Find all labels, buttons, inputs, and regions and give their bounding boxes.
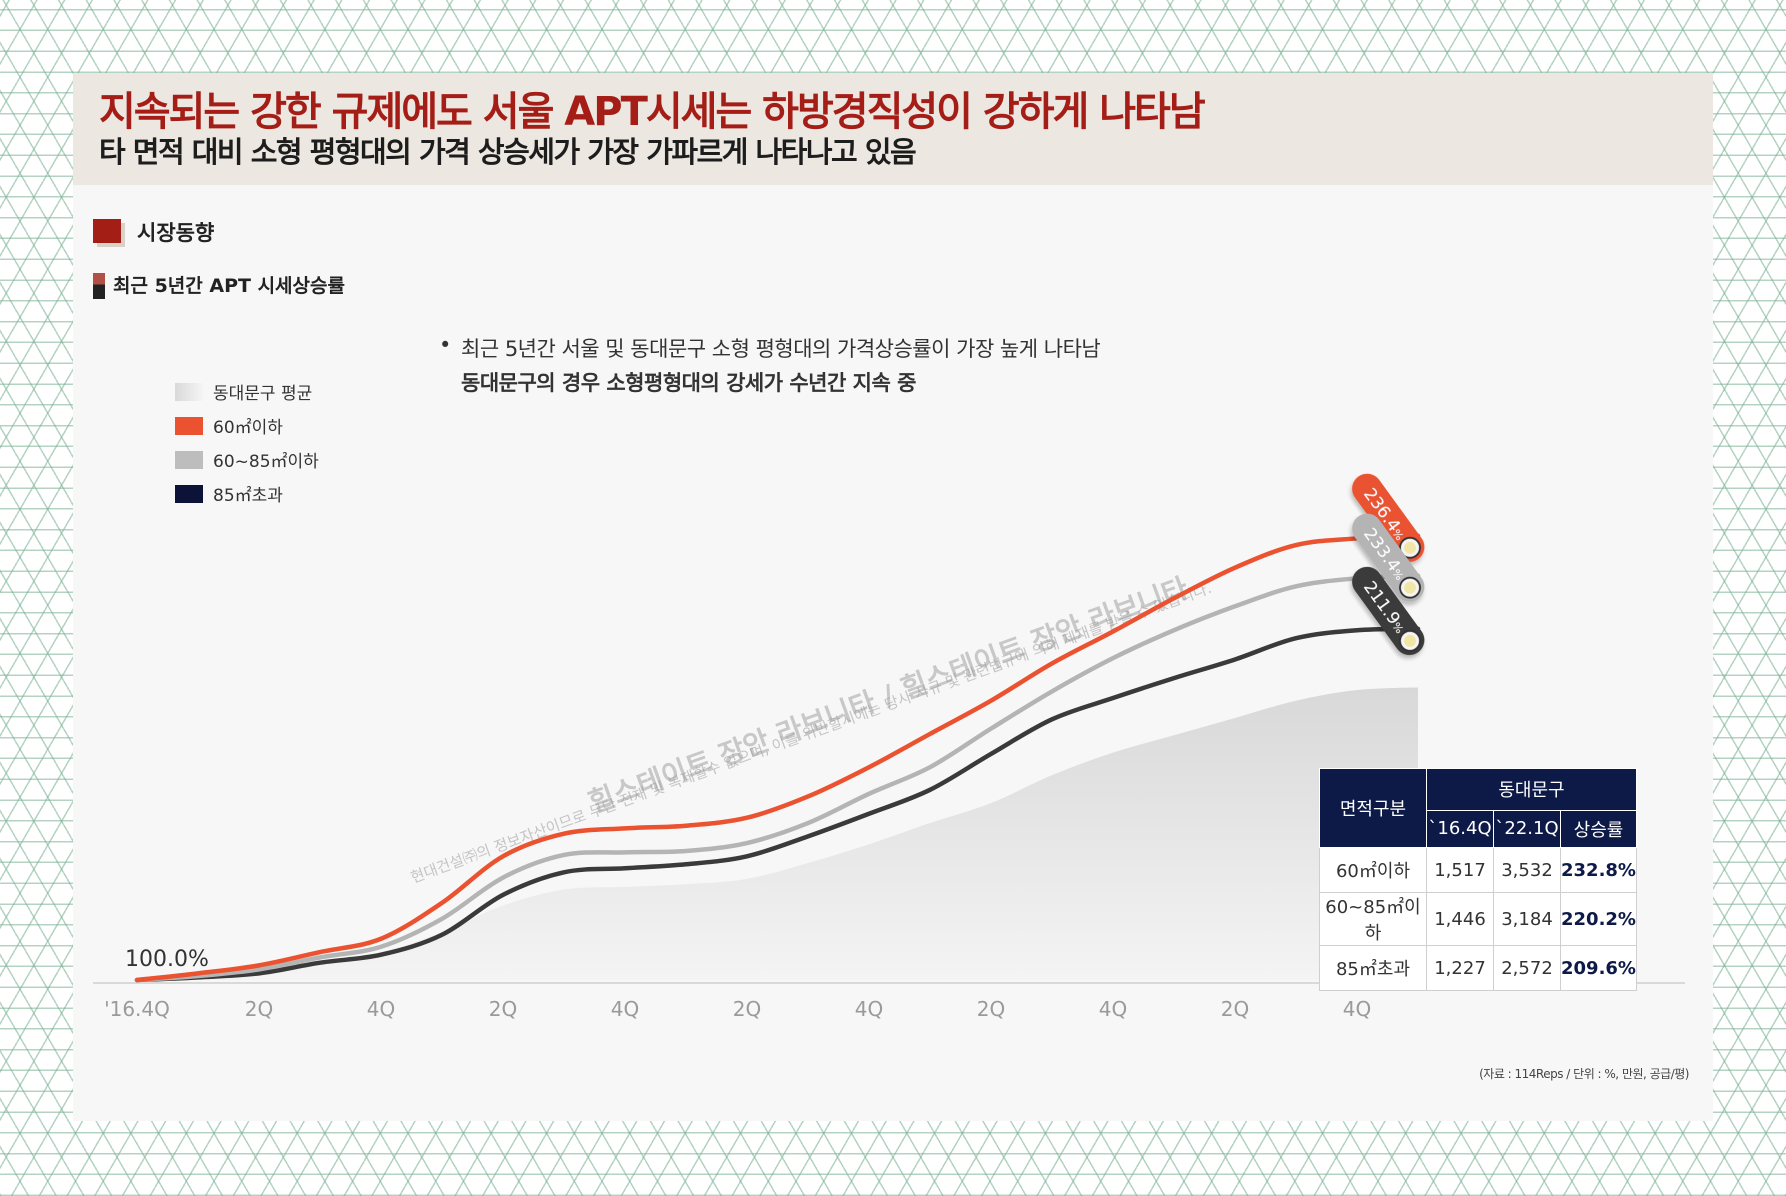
price-table: 면적구분 동대문구 `16.4Q `22.1Q 상승률 60㎡이하 1,517 …	[1319, 768, 1637, 991]
table-cell-value-1: 1,227	[1426, 945, 1494, 991]
legend-label-60-85: 60~85㎡이하	[213, 452, 319, 472]
source-note: (자료 : 114Reps / 단위 : %, 만원, 공급/평)	[1479, 1067, 1689, 1081]
section-title: 시장동향	[137, 221, 215, 245]
page-title: 지속되는 강한 규제에도 서울 APT시세는 하방경직성이 강하게 나타남	[99, 89, 1206, 135]
table-cell-rate: 209.6%	[1560, 945, 1637, 991]
x-tick-label: 4Q	[1099, 997, 1127, 1021]
series-area-average	[137, 687, 1418, 980]
table-row: 60~85㎡이하 1,446 3,184 220.2%	[1319, 892, 1637, 946]
legend-swatch-60-85	[175, 451, 203, 469]
x-tick-label: 2Q	[733, 997, 761, 1021]
series-line-60	[134, 533, 1421, 983]
x-tick-label: 4Q	[1343, 997, 1371, 1021]
legend-swatch-85	[175, 485, 203, 503]
note-line-1: • 최근 5년간 서울 및 동대문구 소형 평형대의 가격상승률이 가장 높게 …	[439, 333, 1101, 363]
note-line-2: 동대문구의 경우 소형평형대의 강세가 수년간 지속 중	[461, 371, 916, 395]
series-line-60-85	[134, 573, 1421, 983]
table-cell-rate: 232.8%	[1560, 847, 1637, 893]
table-header-group: 동대문구	[1426, 768, 1637, 811]
note-line-1-text: 최근 5년간 서울 및 동대문구 소형 평형대의 가격상승률이 가장 높게 나타…	[461, 337, 1101, 361]
content-panel: 지속되는 강한 규제에도 서울 APT시세는 하방경직성이 강하게 나타남 타 …	[73, 73, 1713, 1121]
chart-note: • 최근 5년간 서울 및 동대문구 소형 평형대의 가격상승률이 가장 높게 …	[439, 333, 1101, 397]
table-cell-value-2: 2,572	[1493, 945, 1561, 991]
header-banner: 지속되는 강한 규제에도 서울 APT시세는 하방경직성이 강하게 나타남 타 …	[73, 73, 1713, 185]
legend-label-85: 85㎡초과	[213, 486, 283, 506]
section-square-icon	[93, 219, 121, 243]
table-row-label: 60~85㎡이하	[1319, 892, 1427, 946]
table-row: 85㎡초과 1,227 2,572 209.6%	[1319, 945, 1637, 991]
subsection-bar-icon	[93, 273, 105, 299]
legend-label-average: 동대문구 평균	[213, 384, 313, 404]
table-header-col-3: 상승률	[1560, 809, 1637, 849]
x-tick-label: 4Q	[611, 997, 639, 1021]
table-cell-value-1: 1,517	[1426, 847, 1494, 893]
x-tick-label: 2Q	[1221, 997, 1249, 1021]
table-cell-value-2: 3,532	[1493, 847, 1561, 893]
table-cell-value-2: 3,184	[1493, 892, 1561, 946]
table-cell-rate: 220.2%	[1560, 892, 1637, 946]
page-subtitle: 타 면적 대비 소형 평형대의 가격 상승세가 가장 가파르게 나타나고 있음	[99, 135, 917, 169]
legend-label-60: 60㎡이하	[213, 418, 283, 438]
subsection-title: 최근 5년간 APT 시세상승률	[113, 275, 345, 297]
x-tick-label: 2Q	[977, 997, 1005, 1021]
x-tick-label: 4Q	[367, 997, 395, 1021]
legend-swatch-average	[175, 383, 203, 401]
bullet-icon: •	[439, 333, 451, 357]
x-tick-label: 2Q	[489, 997, 517, 1021]
table-header-col-2: `22.1Q	[1493, 809, 1561, 849]
table-cell-value-1: 1,446	[1426, 892, 1494, 946]
series-line-85	[134, 626, 1421, 983]
x-tick-label: 2Q	[245, 997, 273, 1021]
legend-swatch-60	[175, 417, 203, 435]
table-header-area: 면적구분	[1319, 768, 1427, 848]
table-row-label: 85㎡초과	[1319, 945, 1427, 991]
x-tick-label: 4Q	[855, 997, 883, 1021]
table-row-label: 60㎡이하	[1319, 847, 1427, 893]
table-row: 60㎡이하 1,517 3,532 232.8%	[1319, 847, 1637, 893]
table-header-col-1: `16.4Q	[1426, 809, 1494, 849]
x-tick-label: '16.4Q	[104, 997, 170, 1021]
start-value-label: 100.0%	[125, 947, 209, 972]
